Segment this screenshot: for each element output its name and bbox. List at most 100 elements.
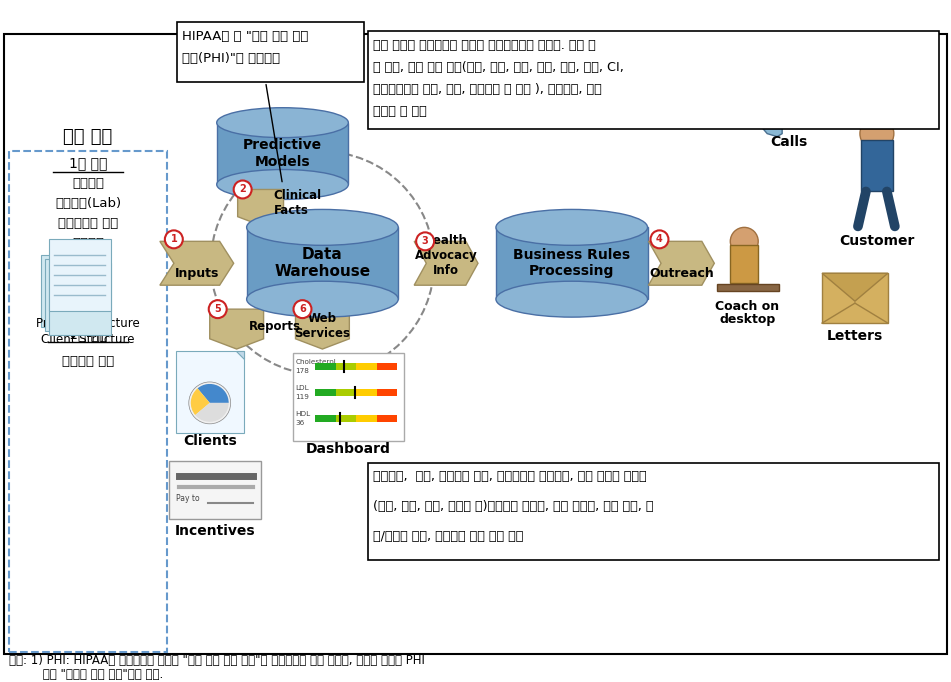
Polygon shape (822, 273, 888, 301)
Circle shape (189, 382, 231, 424)
Text: HDL: HDL (296, 411, 311, 417)
FancyBboxPatch shape (730, 246, 758, 283)
FancyBboxPatch shape (177, 22, 364, 82)
Circle shape (650, 231, 669, 248)
Text: Clients: Clients (183, 434, 237, 448)
FancyBboxPatch shape (169, 461, 261, 518)
FancyBboxPatch shape (176, 351, 243, 433)
FancyBboxPatch shape (49, 263, 111, 335)
Text: Product Structure: Product Structure (36, 316, 140, 329)
Text: 의료제공 승인: 의료제공 승인 (62, 355, 114, 368)
Bar (246, 227, 398, 299)
Text: desktop: desktop (719, 312, 775, 325)
Bar (495, 227, 648, 299)
Polygon shape (238, 190, 283, 225)
Text: 건강관리관련 내용, 국제, 인센티브 및 보상 ), 메디케어, 메디: 건강관리관련 내용, 국제, 인센티브 및 보상 ), 메디케어, 메디 (374, 83, 602, 96)
Text: Web
Services: Web Services (295, 312, 350, 340)
Text: Predictive
Models: Predictive Models (243, 138, 322, 168)
FancyBboxPatch shape (336, 389, 357, 396)
Text: Data
Warehouse: Data Warehouse (274, 247, 371, 280)
Text: 1: 1 (170, 235, 177, 244)
Text: Inputs: Inputs (175, 267, 219, 280)
Text: 3: 3 (421, 237, 429, 246)
Ellipse shape (217, 108, 348, 138)
Polygon shape (160, 241, 234, 285)
Ellipse shape (217, 170, 348, 199)
Text: 1주 단위: 1주 단위 (68, 157, 107, 170)
Wedge shape (198, 384, 228, 403)
Text: 신상정보: 신상정보 (72, 237, 104, 250)
FancyBboxPatch shape (357, 363, 377, 370)
Ellipse shape (246, 209, 398, 246)
FancyBboxPatch shape (357, 415, 377, 422)
FancyBboxPatch shape (293, 353, 404, 441)
FancyBboxPatch shape (357, 389, 377, 396)
Text: 36: 36 (296, 420, 304, 426)
Text: 가입상품구성: 가입상품구성 (64, 297, 112, 310)
Polygon shape (415, 241, 478, 285)
Text: Outreach: Outreach (649, 267, 714, 280)
Text: Coach on: Coach on (715, 299, 779, 312)
Text: 6: 6 (300, 304, 306, 314)
Ellipse shape (495, 281, 648, 317)
Circle shape (234, 181, 252, 198)
Text: Pay to: Pay to (176, 494, 200, 503)
FancyBboxPatch shape (368, 31, 939, 129)
Text: Clinical
Facts: Clinical Facts (274, 190, 321, 218)
FancyBboxPatch shape (49, 239, 111, 311)
Circle shape (730, 227, 758, 255)
Circle shape (165, 231, 183, 248)
Circle shape (208, 300, 226, 318)
Circle shape (860, 117, 894, 151)
FancyBboxPatch shape (336, 415, 357, 422)
Text: Calls: Calls (770, 134, 807, 149)
Text: 또는 "보호된 건강 정보"라고 부름.: 또는 "보호된 건강 정보"라고 부름. (10, 668, 164, 681)
Text: 케이드 등 포함: 케이드 등 포함 (374, 105, 427, 118)
Text: 모든 정보는 시그나사의 데이터 웨어하우스에 보관됨. 모든 회: 모든 정보는 시그나사의 데이터 웨어하우스에 보관됨. 모든 회 (374, 40, 596, 53)
Text: 정보(PHI)"로 보호대상: 정보(PHI)"로 보호대상 (182, 53, 280, 65)
FancyBboxPatch shape (41, 255, 103, 327)
FancyBboxPatch shape (316, 415, 336, 422)
Bar (217, 123, 348, 185)
FancyBboxPatch shape (10, 151, 166, 652)
Text: Client Structure: Client Structure (41, 333, 135, 346)
Text: Dashboard: Dashboard (306, 442, 391, 456)
FancyBboxPatch shape (46, 259, 107, 331)
Polygon shape (649, 241, 714, 285)
Polygon shape (761, 90, 811, 136)
Polygon shape (296, 309, 349, 349)
FancyBboxPatch shape (717, 284, 779, 291)
FancyBboxPatch shape (861, 140, 893, 192)
Wedge shape (195, 403, 228, 422)
Text: 119: 119 (296, 394, 309, 400)
FancyBboxPatch shape (336, 363, 357, 370)
Text: Health
Advocacy
Info: Health Advocacy Info (415, 234, 477, 277)
Text: Business Rules
Processing: Business Rules Processing (514, 248, 631, 278)
FancyBboxPatch shape (316, 363, 336, 370)
Text: Customer: Customer (839, 235, 915, 248)
Text: 2: 2 (240, 184, 246, 194)
Polygon shape (210, 309, 263, 349)
Text: 각주: 1) PHI: HIPAA의 프라이버시 규칙은 "개인 식별 건강 정보"를 보호하도록 하고 있으며, 이러한 정보를 PHI: 각주: 1) PHI: HIPAA의 프라이버시 규칙은 "개인 식별 건강 정… (10, 653, 425, 667)
FancyBboxPatch shape (377, 389, 398, 396)
Text: 1일 단위: 1일 단위 (68, 327, 107, 341)
Text: (병원, 의사, 약사, 전문가 등)로부터의 청구건, 자격 데이터, 지급 기록, 의: (병원, 의사, 약사, 전문가 등)로부터의 청구건, 자격 데이터, 지급 … (374, 500, 653, 513)
FancyBboxPatch shape (377, 363, 398, 370)
Text: 5: 5 (214, 304, 221, 314)
Text: 생체정보: 생체정보 (72, 177, 104, 190)
Text: Cholesterol: Cholesterol (296, 359, 337, 365)
Text: 보험금청구: 보험금청구 (68, 277, 108, 290)
Text: 건강검진(Lab): 건강검진(Lab) (55, 197, 121, 210)
Text: Letters: Letters (826, 329, 883, 343)
FancyBboxPatch shape (377, 415, 398, 422)
Polygon shape (236, 351, 243, 359)
Wedge shape (191, 388, 210, 415)
Circle shape (211, 151, 434, 375)
Text: 178: 178 (296, 368, 309, 374)
Circle shape (294, 300, 312, 318)
FancyBboxPatch shape (316, 389, 336, 396)
Ellipse shape (495, 209, 648, 246)
Text: HIPAA법 상 "개인 식별 건강: HIPAA법 상 "개인 식별 건강 (182, 31, 308, 44)
Text: LDL: LDL (296, 385, 309, 391)
Text: 가입자격: 가입자격 (72, 256, 104, 270)
